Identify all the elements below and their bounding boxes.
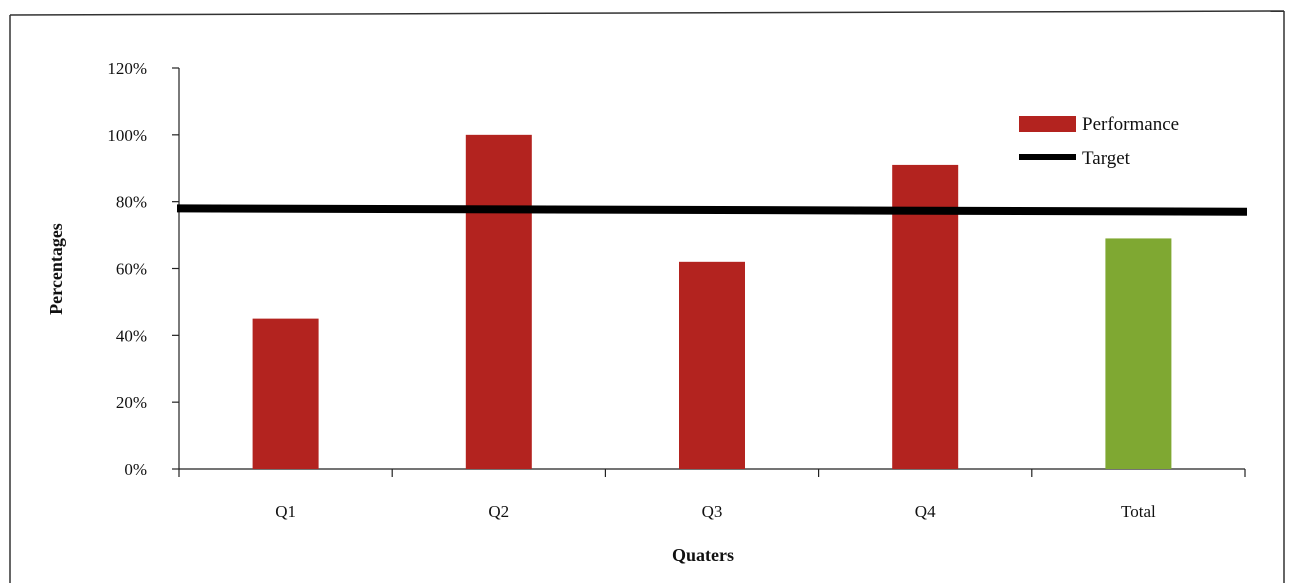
y-axis-title: Percentages xyxy=(46,223,66,315)
bar-total xyxy=(1105,238,1172,469)
legend-swatch-performance xyxy=(1019,116,1076,132)
legend-swatch-target xyxy=(1019,154,1076,160)
y-tick-label: 80% xyxy=(116,193,147,212)
x-category-label: Total xyxy=(1121,502,1156,521)
bar-q3 xyxy=(679,261,745,469)
bar-q1 xyxy=(252,318,319,469)
y-tick-label: 20% xyxy=(116,393,147,412)
legend: Performance Target xyxy=(1019,114,1179,169)
plot-area: 0% 20% 40% 60% 80% 100% 120% Q1 Q2 Q3 Q4 Total xyxy=(107,59,1248,521)
y-tick-label: 60% xyxy=(116,260,147,279)
x-category-label: Q3 xyxy=(702,502,723,521)
target-line xyxy=(176,204,1248,216)
y-tick-label: 40% xyxy=(116,326,147,345)
y-tick-label: 0% xyxy=(124,460,147,479)
frame-border-top xyxy=(9,10,1285,16)
x-category-label: Q4 xyxy=(915,502,936,521)
bar-q4 xyxy=(892,164,959,470)
bar-q2 xyxy=(465,134,532,470)
x-axis-title: Quaters xyxy=(672,545,734,565)
legend-label-performance: Performance xyxy=(1082,114,1179,135)
x-category-label: Q2 xyxy=(488,502,509,521)
y-tick-label: 100% xyxy=(107,126,147,145)
x-category-label: Q1 xyxy=(275,502,296,521)
y-tick-label: 120% xyxy=(107,59,147,78)
legend-label-target: Target xyxy=(1082,148,1131,169)
